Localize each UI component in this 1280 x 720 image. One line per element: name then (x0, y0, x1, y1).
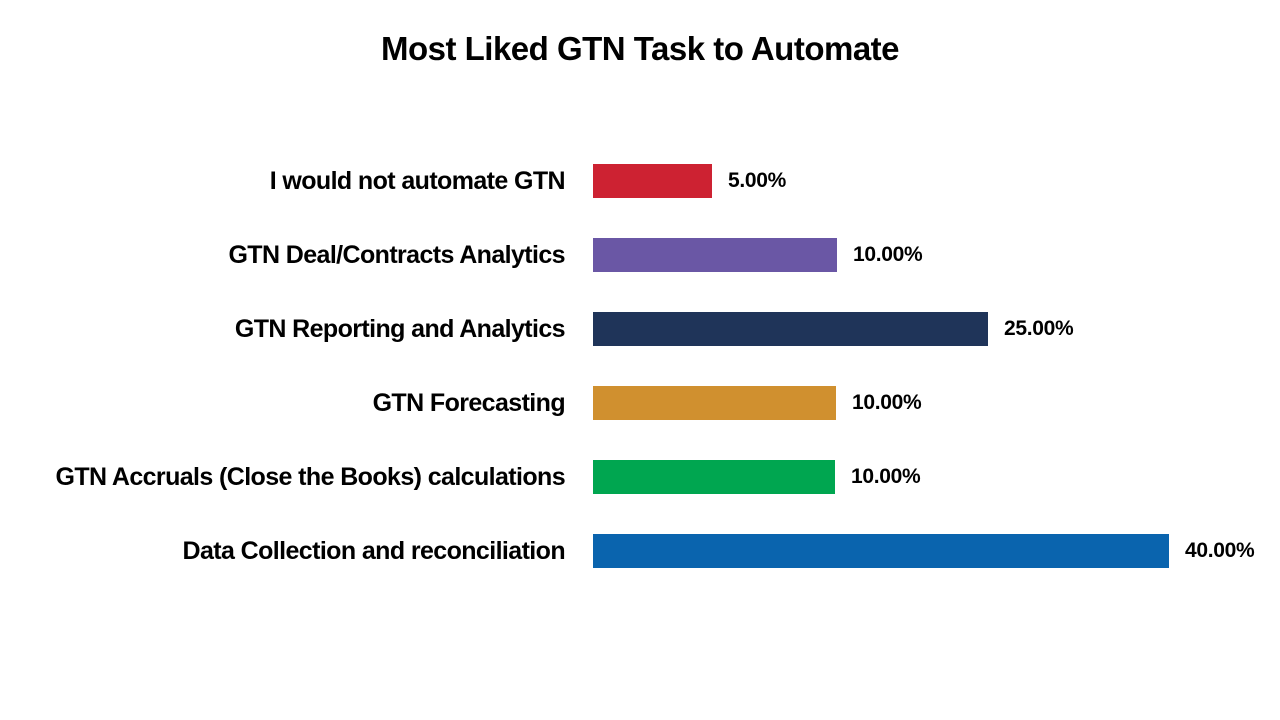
row-bar (593, 164, 712, 198)
row-value: 25.00% (1004, 317, 1074, 340)
chart-row: GTN Deal/Contracts Analytics 10.00% (0, 218, 1280, 292)
row-label: GTN Reporting and Analytics (234, 314, 566, 343)
chart-row: GTN Forecasting 10.00% (0, 366, 1280, 440)
row-label: Data Collection and reconciliation (182, 536, 566, 565)
row-bar (593, 460, 835, 494)
chart-row: Data Collection and reconciliation 40.00… (0, 514, 1280, 588)
row-bar (593, 534, 1169, 568)
row-value: 10.00% (853, 243, 923, 266)
row-value: 40.00% (1185, 539, 1255, 562)
chart-row: GTN Reporting and Analytics 25.00% (0, 292, 1280, 366)
row-bar (593, 238, 837, 272)
row-bar (593, 312, 988, 346)
chart-row: I would not automate GTN 5.00% (0, 144, 1280, 218)
chart-row: GTN Accruals (Close the Books) calculati… (0, 440, 1280, 514)
row-label: I would not automate GTN (269, 166, 566, 195)
chart-title: Most Liked GTN Task to Automate (380, 30, 900, 67)
row-label: GTN Accruals (Close the Books) calculati… (55, 462, 565, 491)
chart-rows: I would not automate GTN 5.00% GTN Deal/… (0, 144, 1280, 588)
row-label: GTN Forecasting (372, 388, 566, 417)
row-bar (593, 386, 836, 420)
row-label: GTN Deal/Contracts Analytics (228, 240, 565, 269)
row-value: 5.00% (728, 169, 787, 192)
row-value: 10.00% (852, 391, 922, 414)
row-value: 10.00% (851, 465, 921, 488)
